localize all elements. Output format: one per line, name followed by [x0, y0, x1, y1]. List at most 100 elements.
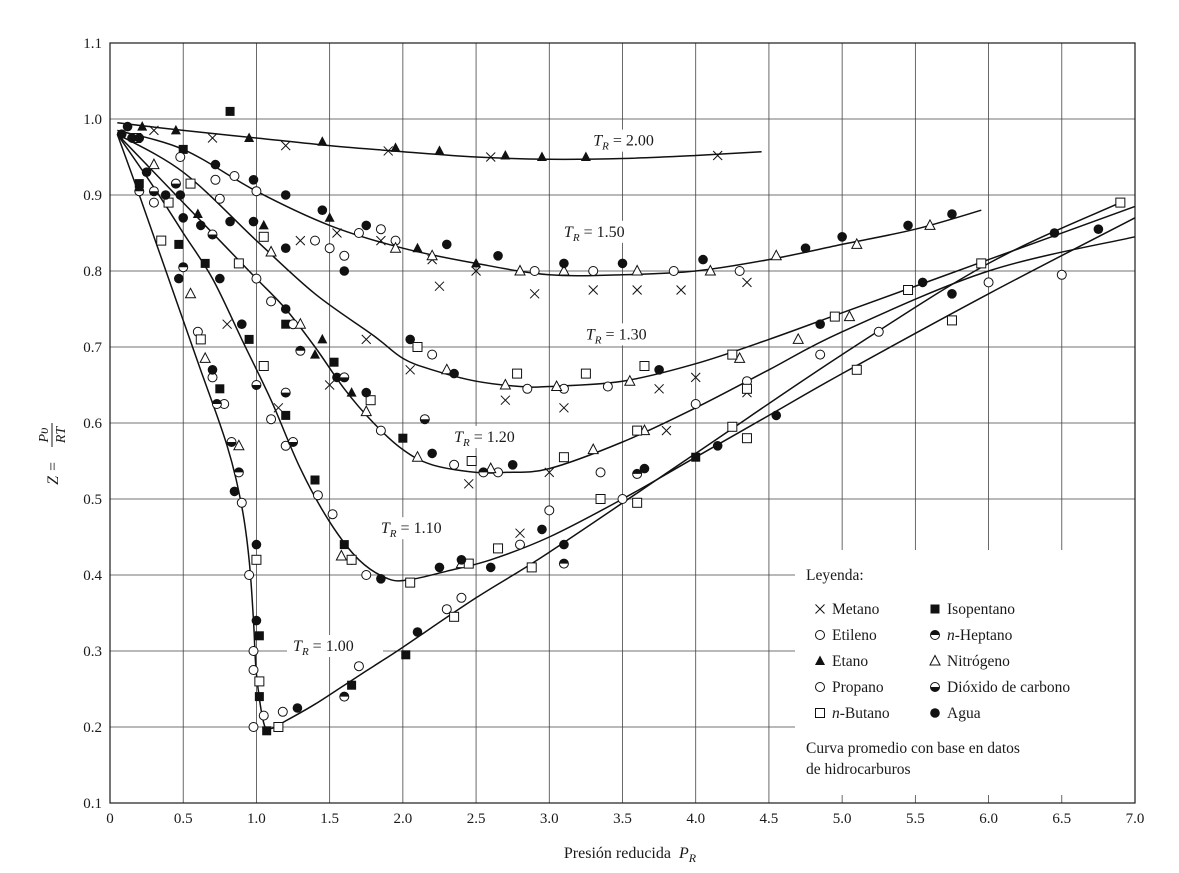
marker-circle [456, 592, 467, 603]
marker-filled-circle [639, 463, 650, 474]
marker-half-top-circle [558, 558, 569, 569]
marker-triangle [770, 249, 783, 261]
curve-label-tr-2-00: TR = 2.00 [593, 133, 654, 153]
marker-circle [375, 224, 386, 235]
marker-filled-circle [917, 277, 928, 288]
legend-item-label: Propano [832, 679, 884, 696]
marker-filled-circle [617, 258, 628, 269]
marker-half-bottom-circle [148, 186, 159, 197]
marker-cross [324, 380, 335, 390]
marker-cross [361, 334, 372, 345]
marker-filled-square [281, 410, 291, 420]
marker-triangle [484, 462, 497, 474]
marker-square [595, 494, 606, 504]
marker-square [727, 421, 738, 432]
curve-label-tr-1-10: TR = 1.10 [381, 520, 442, 540]
marker-cross [742, 277, 752, 288]
marker-filled-square [178, 144, 188, 154]
marker-cross [544, 467, 555, 478]
marker-filled-circle [280, 243, 291, 253]
marker-filled-circle [292, 703, 303, 713]
marker-filled-circle [248, 175, 259, 185]
marker-filled-triangle [412, 242, 423, 253]
marker-filled-circle [174, 273, 184, 284]
legend-marker-filled-triangle [815, 655, 825, 665]
marker-half-top-circle [178, 262, 189, 273]
marker-half-top-circle [233, 467, 244, 478]
marker-triangle [550, 379, 563, 392]
x-tick-label: 6.5 [1052, 811, 1071, 827]
marker-filled-square [398, 433, 408, 443]
marker-circle [258, 710, 269, 721]
marker-circle [668, 266, 679, 276]
marker-filled-circle [712, 441, 723, 451]
marker-cross [588, 285, 599, 295]
marker-triangle [587, 443, 600, 455]
marker-triangle [335, 549, 348, 561]
marker-triangle [924, 218, 936, 230]
curve-label-tr-1-00: TR = 1.00 [293, 638, 354, 658]
marker-filled-circle [376, 574, 386, 584]
marker-filled-triangle [258, 219, 269, 230]
data-markers [116, 106, 1126, 736]
legend-items: Metano Isopentano Etileno n-Heptano Etano Nit… [815, 601, 1070, 722]
marker-triangle [704, 264, 717, 276]
y-tick-label: 0.4 [83, 568, 102, 584]
marker-cross [500, 395, 511, 406]
marker-triangle [233, 439, 245, 451]
marker-circle [544, 505, 555, 516]
marker-cross [376, 235, 386, 246]
legend-marker-filled-circle [930, 708, 940, 718]
legend-background [795, 550, 1145, 795]
marker-square [851, 364, 862, 375]
legend-marker-triangle [929, 654, 941, 666]
marker-circle [427, 349, 438, 360]
legend-marker-half-top-circle [930, 630, 940, 640]
x-tick-label: 2.0 [393, 811, 412, 827]
marker-cross [273, 402, 284, 413]
marker-circle [175, 152, 186, 162]
marker-filled-triangle [244, 132, 255, 142]
legend-item-label: Nitrógeno [947, 653, 1010, 670]
marker-triangle [631, 264, 643, 276]
marker-filled-circle [837, 232, 847, 242]
marker-filled-circle [229, 486, 240, 497]
marker-cross [485, 152, 496, 162]
marker-circle [515, 539, 525, 550]
legend-item-label: Dióxido de carbono [947, 679, 1070, 696]
marker-triangle [499, 378, 512, 390]
marker-square [251, 554, 262, 565]
marker-square [632, 425, 643, 436]
marker-circle [248, 665, 259, 675]
marker-triangle [792, 332, 805, 344]
marker-circle [983, 277, 994, 288]
marker-square [741, 433, 752, 444]
marker-filled-circle [160, 190, 171, 200]
marker-filled-circle [1093, 224, 1104, 234]
y-axis-label: Z = Pυ RT [37, 423, 69, 485]
marker-cross [295, 235, 306, 246]
marker-square [632, 497, 643, 508]
marker-half-bottom-circle [207, 229, 218, 240]
y-axis-label-denominator: RT [54, 426, 69, 445]
legend-marker-square [815, 708, 825, 718]
x-axis-label-text: Presión reducida [564, 845, 671, 862]
legend-item-label: n-Butano [832, 705, 890, 722]
marker-half-bottom-circle [280, 387, 291, 398]
marker-filled-triangle [580, 151, 591, 161]
marker-circle [522, 383, 533, 394]
marker-cross [559, 402, 569, 413]
marker-filled-circle [361, 220, 372, 231]
marker-triangle [389, 241, 402, 253]
x-tick-label: 3.0 [540, 811, 559, 827]
marker-filled-circle [195, 220, 206, 231]
y-tick-label: 0.3 [83, 644, 102, 660]
x-tick-label: 0.5 [174, 811, 193, 827]
marker-filled-circle [236, 319, 247, 330]
x-tick-label: 2.5 [467, 811, 486, 827]
legend-note-line1: Curva promedio con base en datos [806, 740, 1020, 757]
marker-square [558, 452, 569, 463]
marker-square [493, 543, 504, 554]
legend-marker-filled-square [930, 604, 940, 614]
marker-square [258, 231, 269, 242]
